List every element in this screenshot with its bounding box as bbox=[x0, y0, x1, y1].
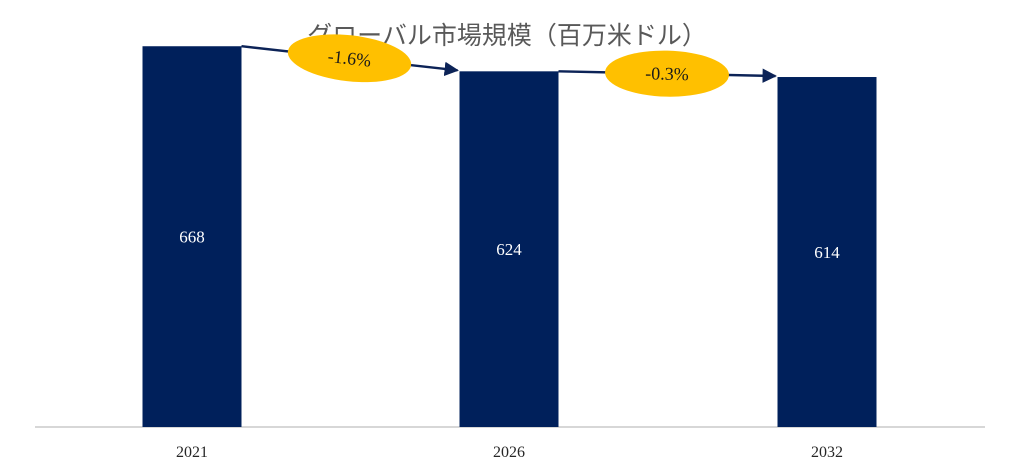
bars bbox=[142, 46, 877, 428]
x-tick-label-2021: 2021 bbox=[176, 444, 208, 461]
data-label-2032: 614 bbox=[814, 243, 840, 262]
labels: 668 2021 624 2026 614 2032 bbox=[176, 228, 843, 461]
data-label-2021: 668 bbox=[179, 228, 205, 247]
bar-2026 bbox=[459, 71, 559, 427]
data-label-2026: 624 bbox=[496, 240, 522, 259]
growth-rate-label: -0.3% bbox=[645, 63, 689, 84]
growth-arrows: -1.6% -0.3% bbox=[241, 34, 777, 97]
growth-rate-bubble-2021-2026: -1.6% bbox=[287, 34, 412, 83]
bar-2032 bbox=[777, 77, 877, 428]
growth-rate-ellipse bbox=[287, 34, 412, 83]
growth-rate-bubble-2026-2032: -0.3% bbox=[605, 50, 729, 97]
bar-2021 bbox=[142, 46, 242, 428]
x-tick-label-2026: 2026 bbox=[493, 444, 525, 461]
growth-rate-label: -1.6% bbox=[327, 46, 372, 71]
growth-rate-ellipse bbox=[605, 50, 729, 97]
x-tick-label-2032: 2032 bbox=[811, 444, 843, 461]
